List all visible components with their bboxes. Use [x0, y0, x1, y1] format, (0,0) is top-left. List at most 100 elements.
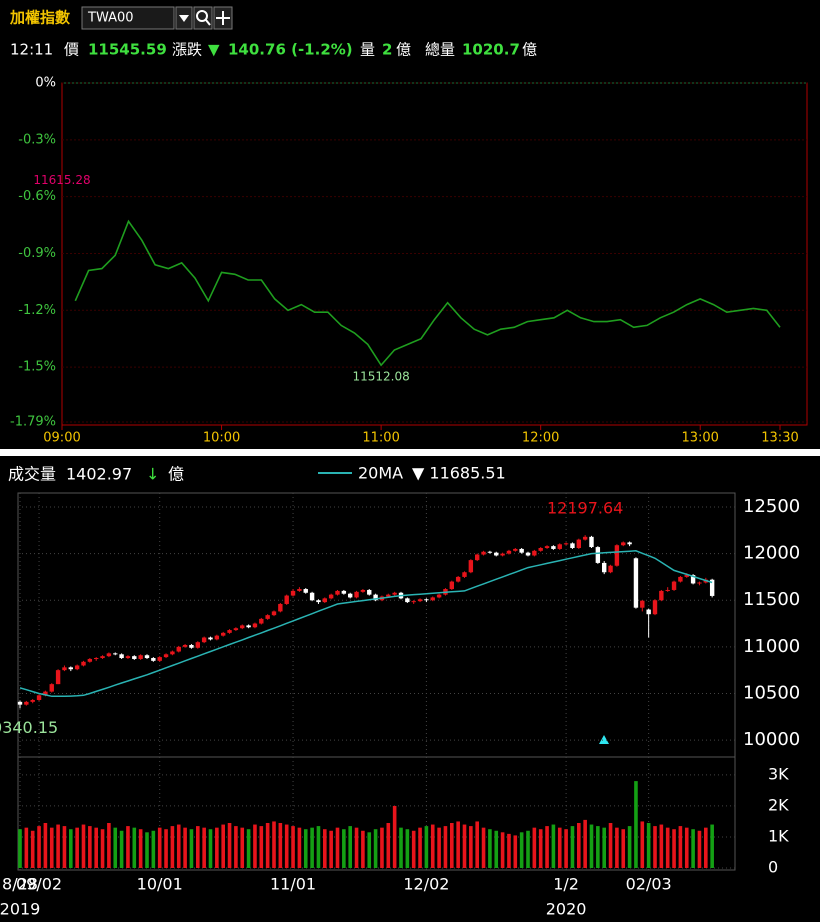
candle-body: [430, 597, 435, 601]
volume-bar: [329, 830, 333, 868]
volume-bar: [119, 830, 124, 868]
volume-bar: [399, 827, 403, 868]
volume-bar: [30, 830, 35, 868]
candle-body: [309, 592, 315, 601]
candle-body: [246, 625, 251, 628]
x-tick-label: 10:00: [203, 431, 240, 446]
candle-body: [684, 575, 689, 577]
candle-body: [170, 651, 175, 655]
candle-body: [449, 581, 454, 590]
volume-bar: [519, 832, 524, 868]
candle-body: [119, 654, 124, 659]
volume-bar: [507, 833, 511, 868]
price-line: [74, 219, 781, 367]
candle-body: [392, 592, 397, 595]
volume-bar: [75, 827, 79, 868]
volume-bar: [570, 826, 575, 868]
candle-body: [595, 547, 601, 563]
volume-bar: [132, 827, 137, 868]
volume-bar: [564, 829, 568, 868]
candle-body: [513, 548, 518, 551]
volume-bar: [386, 823, 391, 868]
x-tick-label: 11:00: [362, 431, 399, 446]
y-tick-label: 11000: [743, 636, 800, 657]
candle-body: [506, 550, 512, 554]
volume-bar: [659, 824, 664, 868]
volume-bar: [462, 824, 467, 868]
candle-body: [417, 599, 423, 602]
y-tick-label: -0.9%: [18, 246, 56, 261]
candle-body: [144, 655, 150, 659]
volume-bar: [538, 829, 543, 868]
candle-body: [189, 644, 194, 648]
volume-bar: [704, 827, 708, 868]
volume-bar: [24, 827, 29, 868]
candle-body: [621, 542, 626, 546]
y-tick-label: -1.79%: [10, 415, 56, 430]
volume-bar: [202, 827, 206, 868]
x-tick-label: 11/01: [270, 875, 316, 894]
dropdown-icon: [179, 15, 189, 22]
candle-body: [49, 684, 54, 692]
candle-body: [81, 661, 86, 666]
legend-name: 20MA: [358, 464, 403, 483]
candle-body: [259, 618, 264, 624]
volume-bar: [646, 823, 651, 868]
volume-bar: [424, 826, 429, 868]
price-label: 價: [64, 41, 79, 59]
candle-body: [341, 590, 347, 594]
candle-body: [576, 539, 581, 549]
volume-bar: [589, 824, 594, 868]
volume-bar: [145, 832, 149, 868]
volume-bar: [170, 826, 175, 868]
volume-bar: [323, 829, 327, 868]
event-marker: [599, 735, 609, 744]
volume-bar: [18, 829, 22, 868]
candle-body: [436, 594, 442, 598]
volume-bar: [157, 827, 162, 868]
volume-bar: [49, 827, 54, 868]
total-label: 總量: [425, 41, 455, 59]
volume-bar: [653, 826, 657, 868]
volume-bar: [361, 830, 365, 868]
volume-bar: [272, 821, 276, 868]
candle-body: [608, 565, 613, 573]
candle-body: [335, 590, 340, 595]
volume-bar: [640, 821, 645, 868]
annotation: 11512.08: [352, 370, 409, 384]
volume-header-label: 成交量: [8, 465, 56, 484]
ma-line: [19, 550, 713, 698]
y-tick-label: -1.2%: [18, 303, 56, 318]
volume-bar: [392, 805, 397, 868]
candle-body: [367, 589, 372, 595]
candle-body: [233, 628, 239, 631]
volume-bar: [69, 829, 73, 868]
volume-bar: [621, 829, 626, 868]
candle-body: [163, 654, 169, 658]
price: 11545.59: [88, 41, 167, 59]
candle-body: [278, 603, 283, 612]
legend-value: ▼ 11685.51: [412, 464, 506, 483]
volume-bar: [634, 781, 638, 868]
candle-frame: [17, 492, 736, 871]
volume-bar: [450, 823, 454, 868]
y-tick-label: 10500: [743, 682, 800, 703]
volume-label: 量: [360, 41, 375, 59]
candle-body: [455, 576, 461, 582]
candle-body: [208, 637, 213, 640]
candle-body: [36, 695, 42, 700]
candle-body: [525, 552, 531, 556]
candle-body: [94, 658, 99, 660]
code-input[interactable]: [81, 6, 175, 30]
candle-body: [113, 653, 118, 655]
candle-body: [494, 552, 499, 556]
x-tick-label: 13:30: [761, 431, 798, 446]
volume-bar: [430, 824, 435, 868]
x-tick-label: 13:00: [681, 431, 718, 446]
volume-bar: [227, 823, 232, 868]
code-text: TWA00: [87, 11, 134, 26]
candle-body: [68, 667, 73, 670]
candle-body: [671, 581, 677, 590]
candle-body: [240, 625, 245, 629]
volume-bar: [380, 827, 384, 868]
